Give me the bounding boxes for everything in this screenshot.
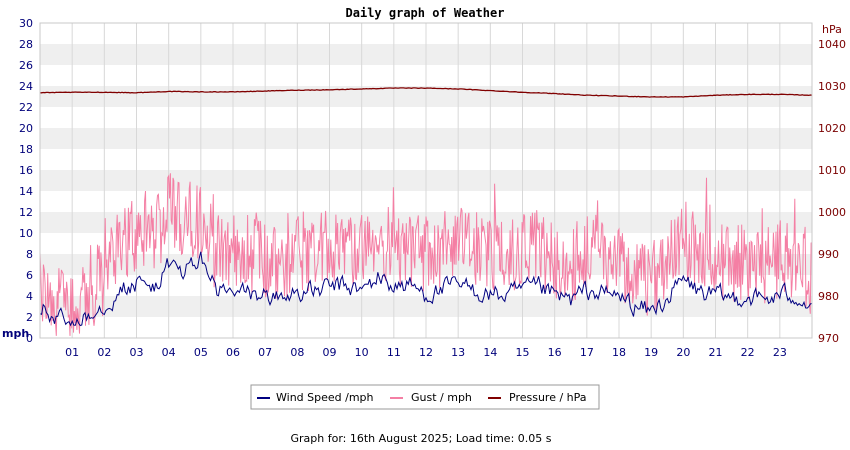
left-tick-label: 28: [19, 38, 33, 51]
x-tick-label: 03: [130, 346, 144, 359]
x-tick-label: 10: [355, 346, 369, 359]
right-tick-label: 1030: [818, 80, 846, 93]
right-tick-label: 1020: [818, 122, 846, 135]
x-axis-ticks: 01 02 03 04 05 06 07 08 09 10 11 12 13 14 15 16 17 18 19 20…: [65, 346, 787, 359]
x-tick-label: 19: [644, 346, 658, 359]
left-tick-label: 24: [19, 80, 33, 93]
x-tick-label: 12: [419, 346, 433, 359]
wind-speed-series-line: [39, 251, 813, 327]
left-tick-label: 14: [19, 185, 33, 198]
left-tick-label: 2: [26, 311, 33, 324]
chart-title: Daily graph of Weather: [346, 6, 505, 20]
left-tick-label: 10: [19, 227, 33, 240]
x-tick-label: 14: [483, 346, 497, 359]
left-tick-label: 18: [19, 143, 33, 156]
x-tick-label: 17: [580, 346, 594, 359]
x-tick-label: 04: [162, 346, 176, 359]
left-tick-label: 8: [26, 248, 33, 261]
x-tick-label: 13: [451, 346, 465, 359]
x-tick-label: 05: [194, 346, 208, 359]
left-axis-unit: mph: [2, 327, 29, 340]
x-tick-label: 15: [516, 346, 530, 359]
plot-frame: [39, 22, 813, 339]
left-tick-label: 12: [19, 206, 33, 219]
left-tick-label: 16: [19, 164, 33, 177]
left-tick-label: 26: [19, 59, 33, 72]
right-tick-label: 980: [818, 290, 839, 303]
right-tick-label: 990: [818, 248, 839, 261]
x-tick-label: 01: [65, 346, 79, 359]
right-tick-label: 1000: [818, 206, 846, 219]
left-tick-label: 22: [19, 101, 33, 114]
left-tick-label: 0: [26, 332, 33, 345]
x-tick-label: 20: [676, 346, 690, 359]
left-tick-label: 4: [26, 290, 33, 303]
right-tick-label: 970: [818, 332, 839, 345]
right-axis-unit: hPa: [822, 23, 842, 36]
left-tick-label: 30: [19, 17, 33, 30]
x-tick-label: 08: [290, 346, 304, 359]
left-tick-label: 6: [26, 269, 33, 282]
x-tick-label: 16: [548, 346, 562, 359]
gust-series-line: [39, 173, 813, 336]
left-tick-label: 20: [19, 122, 33, 135]
x-tick-label: 11: [387, 346, 401, 359]
x-tick-label: 07: [258, 346, 272, 359]
legend-box: [250, 384, 600, 410]
pressure-series-line: [40, 87, 813, 98]
x-tick-label: 06: [226, 346, 240, 359]
footer-load-info: Graph for: 16th August 2025; Load time: …: [291, 432, 552, 445]
x-tick-label: 02: [97, 346, 111, 359]
x-tick-label: 09: [323, 346, 337, 359]
right-tick-label: 1040: [818, 38, 846, 51]
x-tick-label: 23: [773, 346, 787, 359]
legend-label-pressure: Pressure / hPa: [509, 391, 587, 404]
x-tick-label: 22: [741, 346, 755, 359]
series-layer: [39, 87, 813, 336]
right-axis-ticks: 970 980 990 1000 1010 1020 1030 1040: [818, 38, 846, 345]
x-tick-label: 18: [612, 346, 626, 359]
x-tick-label: 21: [709, 346, 723, 359]
legend-label-gust: Gust / mph: [411, 391, 472, 404]
legend: Wind Speed /mph Gust / mph Pressure / hP…: [250, 384, 600, 410]
right-tick-label: 1010: [818, 164, 846, 177]
legend-label-wind: Wind Speed /mph: [276, 391, 374, 404]
